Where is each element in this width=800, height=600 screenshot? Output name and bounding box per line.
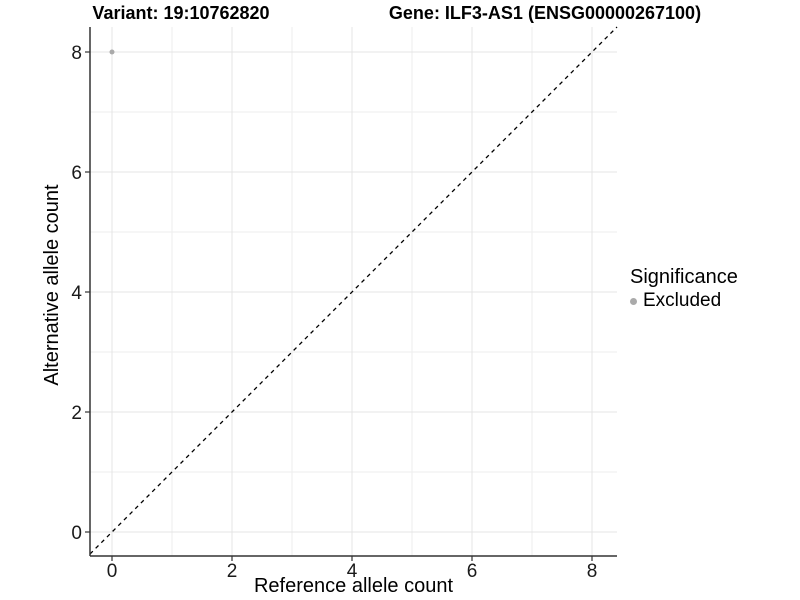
legend-title: Significance [630, 266, 738, 288]
y-tick-label: 0 [71, 523, 82, 544]
y-axis-title: Alternative allele count [41, 184, 63, 386]
axes-layer [85, 27, 617, 561]
x-tick-label: 0 [107, 561, 118, 582]
x-tick-label: 2 [227, 561, 238, 582]
plot-title-gene: Gene: ILF3-AS1 (ENSG00000267100) [388, 3, 702, 23]
x-tick-label: 4 [347, 561, 358, 582]
legend: Significance Excluded [630, 266, 738, 312]
data-points-layer [109, 49, 115, 55]
identity-line-layer [89, 26, 618, 555]
plot-title-variant: Variant: 19:10762820 [92, 3, 270, 23]
y-tick-label: 8 [71, 43, 82, 64]
legend-item-excluded: Excluded [630, 290, 738, 312]
y-tick-label: 2 [71, 403, 82, 424]
y-tick-label: 6 [71, 163, 82, 184]
y-tick-label: 4 [71, 283, 82, 304]
x-tick-label: 6 [467, 561, 478, 582]
x-axis-title: Reference allele count [253, 575, 453, 597]
tick-labels-layer: 0 2 4 6 8 0 2 4 6 8 [71, 43, 597, 582]
legend-item-label: Excluded [643, 290, 722, 311]
excluded-point-icon [630, 297, 637, 305]
data-point [109, 49, 115, 55]
x-tick-label: 8 [587, 561, 598, 582]
identity-dashed-line [89, 26, 618, 555]
